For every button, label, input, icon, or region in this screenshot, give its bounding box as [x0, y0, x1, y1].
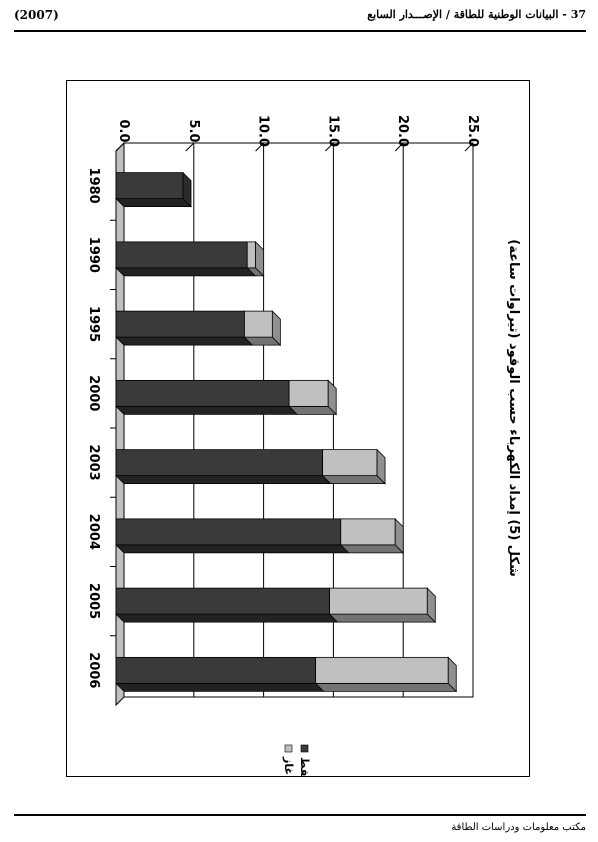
bar-segment	[115, 587, 330, 615]
footer-rule	[14, 814, 586, 816]
category-label: 1980	[86, 168, 101, 204]
gridline-depth	[115, 142, 125, 152]
bar-side	[321, 475, 387, 485]
bar-end-face	[327, 379, 337, 416]
bar-side	[115, 682, 325, 692]
bar-stack	[115, 240, 265, 277]
chart-frame: 0.0 5.0 10.0 15.0 20.0 25.0 1980 1990 1995 2000 2…	[66, 80, 530, 781]
header-rule	[14, 30, 586, 32]
bar-segment	[246, 241, 256, 269]
bar-segment	[244, 310, 273, 338]
bar-stack	[115, 310, 282, 347]
bar-segment	[115, 310, 245, 338]
value-tick-label: 15.0	[325, 115, 340, 147]
page-header: (2007) 37 - البيانات الوطنية للطاقة / ال…	[14, 6, 586, 28]
bar-side	[115, 613, 339, 623]
value-axis-ticks: 0.0 5.0 10.0 15.0 20.0 25.0	[116, 115, 480, 147]
category-label: 2004	[86, 514, 101, 550]
bar-segment	[329, 587, 428, 615]
bar-segment	[115, 656, 317, 684]
bar-side	[115, 475, 332, 485]
bar-stack	[115, 448, 387, 485]
bar-end-face	[182, 171, 192, 208]
chart-title: شكل (5) إمداد الكهرباء حسب الوقود (تيراو…	[506, 239, 521, 577]
category-label: 2006	[86, 652, 101, 688]
edition-year: (2007)	[14, 8, 59, 22]
bar-segment	[322, 449, 378, 477]
bar-side	[115, 544, 350, 554]
gridline-depth	[185, 142, 195, 152]
gridline-depth	[464, 142, 474, 152]
bar-end-face	[271, 310, 281, 347]
bar-segment	[315, 656, 449, 684]
category-label: 1995	[86, 306, 101, 342]
bar-stack	[115, 171, 192, 208]
bar-stack	[115, 656, 458, 693]
bar-stack	[115, 379, 338, 416]
legend-label: نفط	[298, 757, 311, 776]
bar-end-face	[447, 656, 457, 693]
bar-end-face	[426, 587, 436, 624]
bar-segment	[115, 379, 290, 407]
fuel-supply-chart: 0.0 5.0 10.0 15.0 20.0 25.0 1980 1990 1995 2000 2…	[86, 115, 521, 781]
bar-stack	[115, 587, 437, 624]
bar-side	[115, 198, 192, 208]
value-tick-label: 5.0	[186, 119, 201, 142]
bar-end-face	[376, 448, 386, 485]
bar-side	[115, 405, 299, 415]
value-tick-label: 0.0	[116, 119, 131, 142]
bar-side	[339, 544, 405, 554]
bar-side	[115, 267, 257, 277]
bar-end-face	[255, 240, 265, 277]
category-label: 2005	[86, 583, 101, 619]
category-label: 1990	[86, 237, 101, 273]
bar-segment	[115, 172, 184, 200]
value-tick-label: 10.0	[256, 115, 271, 147]
category-label: 2003	[86, 445, 101, 481]
value-tick-label: 25.0	[465, 115, 480, 147]
legend: غاز نفط	[282, 744, 311, 781]
gridline-depth	[255, 142, 264, 152]
bar-segment	[115, 241, 248, 269]
legend-label: غاز	[282, 756, 295, 775]
bar-segment	[115, 518, 342, 546]
category-labels: 1980 1990 1995 2000 2003 2004 2005 2006	[86, 168, 116, 688]
page-title: 37 - البيانات الوطنية للطاقة / الإصـــدا…	[367, 8, 586, 21]
legend-swatch	[284, 744, 293, 753]
value-tick-label: 20.0	[395, 115, 410, 147]
bar-stack	[115, 517, 405, 554]
bar-segment	[288, 379, 329, 407]
legend-swatch	[300, 744, 309, 753]
bar-side	[328, 613, 437, 623]
bar-side	[115, 336, 254, 346]
gridline-depth	[325, 142, 334, 152]
bar-side	[314, 682, 458, 692]
footer-text: مكتب معلومات ودراسات الطاقة	[451, 822, 586, 833]
gridline-depth	[394, 142, 404, 152]
bar-end-face	[394, 517, 404, 554]
category-label: 2000	[86, 375, 101, 411]
bars	[115, 171, 458, 693]
bar-segment	[340, 518, 396, 546]
bar-segment	[115, 449, 324, 477]
